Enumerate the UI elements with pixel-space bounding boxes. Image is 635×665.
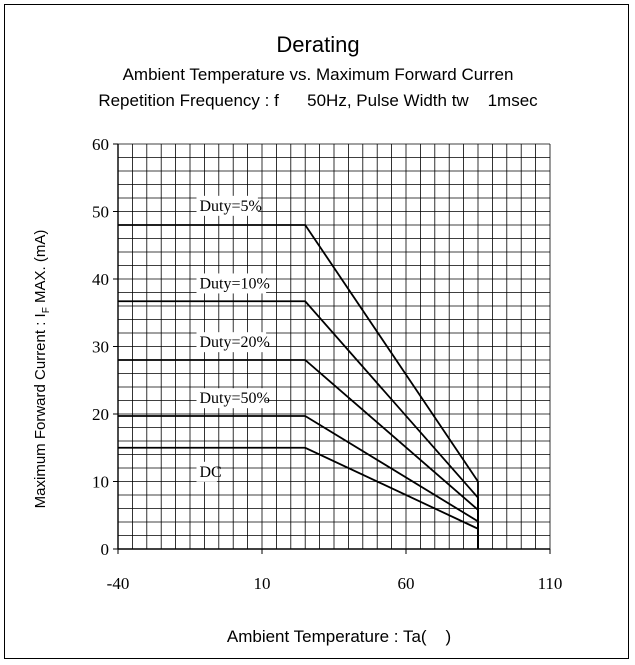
series-labels: Duty=5% Duty=10% Duty=20% Duty=50% DC xyxy=(196,195,270,482)
series-label: Duty=20% xyxy=(200,334,270,351)
x-tick-label: 10 xyxy=(254,574,271,593)
series-label-background xyxy=(196,273,267,294)
chart-subtitle-2: Repetition Frequency : f 50Hz, Pulse Wid… xyxy=(98,91,538,110)
series-label: Duty=10% xyxy=(200,275,270,292)
series-label: DC xyxy=(200,464,222,481)
y-tick-label: 0 xyxy=(101,540,110,559)
y-tick-label: 50 xyxy=(92,203,109,222)
axes xyxy=(113,143,551,554)
chart-title: Derating xyxy=(276,32,359,57)
x-axis-label: Ambient Temperature : Ta( ) xyxy=(227,627,451,646)
series-label-background xyxy=(196,388,267,409)
series-label-background xyxy=(196,332,267,353)
series-line xyxy=(118,446,479,549)
series-lines xyxy=(118,224,479,549)
tick-labels: 0 10 20 30 40 50 60 -40 10 60 110 xyxy=(92,135,562,593)
chart-subtitle-1: Ambient Temperature vs. Maximum Forward … xyxy=(123,65,514,84)
series-label-background xyxy=(196,461,217,482)
y-axis-label-tail: MAX. (mA) xyxy=(32,230,49,308)
x-tick-label: 60 xyxy=(398,574,415,593)
series-line xyxy=(118,300,479,549)
x-tick-label: 110 xyxy=(538,574,563,593)
grid xyxy=(117,143,551,550)
y-tick-label: 20 xyxy=(92,405,109,424)
x-tick-label: -40 xyxy=(107,574,130,593)
derating-chart: Derating Ambient Temperature vs. Maximum… xyxy=(32,32,562,646)
y-axis-label-subscript: F xyxy=(41,307,52,313)
series-label-background xyxy=(196,195,258,216)
y-axis-label: Maximum Forward Current : IF MAX. (mA) xyxy=(32,230,52,509)
y-tick-label: 40 xyxy=(92,270,109,289)
y-tick-label: 30 xyxy=(92,338,109,357)
chart-frame: Derating Ambient Temperature vs. Maximum… xyxy=(4,4,629,659)
y-axis-label-main: Maximum Forward Current : I xyxy=(32,313,49,508)
series-label: Duty=50% xyxy=(200,390,270,407)
y-tick-label: 60 xyxy=(92,135,109,154)
y-tick-label: 10 xyxy=(92,473,109,492)
series-label: Duty=5% xyxy=(200,198,262,215)
